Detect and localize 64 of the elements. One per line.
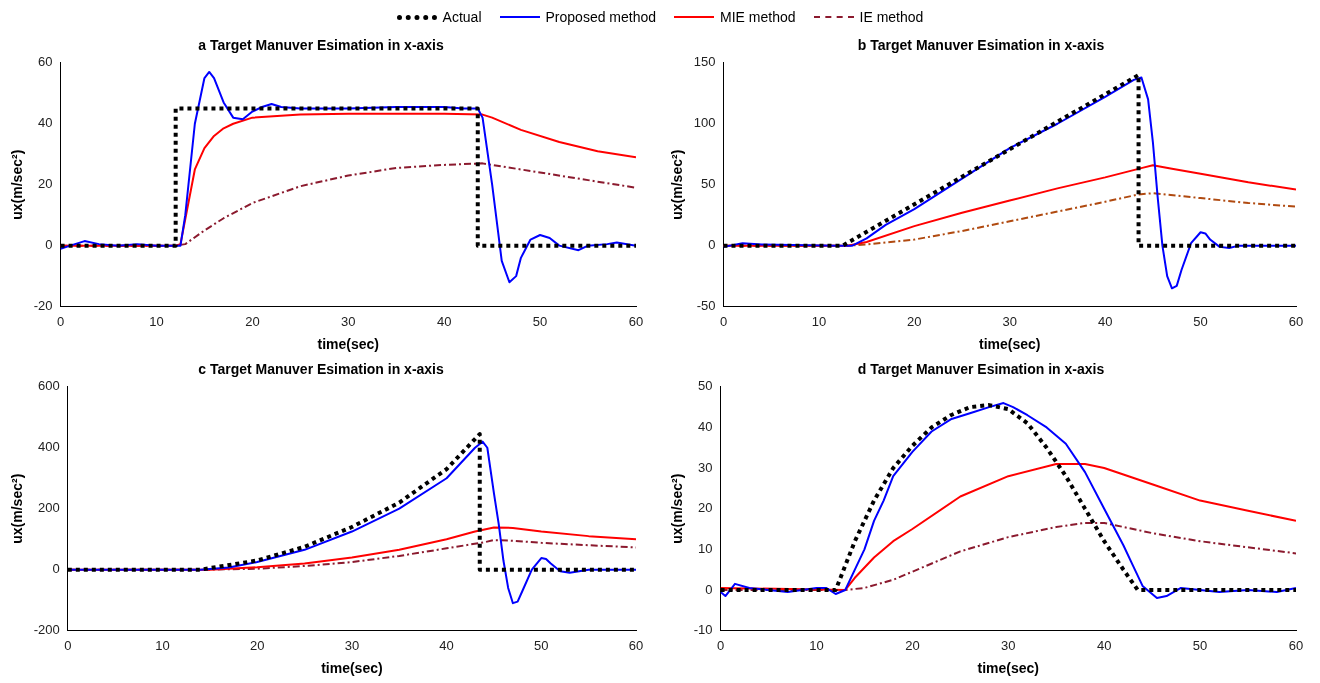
y-tick-label: 50 — [701, 176, 716, 192]
y-tick-label: 20 — [38, 176, 53, 192]
x-tick-label: 40 — [1097, 313, 1113, 329]
y-tick-label: 600 — [38, 378, 60, 394]
x-tick-label: 60 — [1288, 313, 1304, 329]
y-tick-label: 0 — [705, 581, 713, 597]
y-tick-label: 60 — [38, 54, 53, 70]
y-tick-label: 400 — [38, 439, 60, 455]
y-tick-label: 100 — [693, 115, 716, 131]
x-tick-label: 10 — [811, 313, 827, 329]
x-tick-label: 30 — [1002, 313, 1017, 329]
y-axis-title: ux(m/sec²) — [669, 149, 686, 220]
y-tick-label: -10 — [693, 622, 713, 638]
x-tick-label: 20 — [249, 637, 265, 653]
x-axis-title: time(sec) — [321, 660, 383, 677]
x-tick-label: 30 — [344, 637, 360, 653]
x-tick-label: 30 — [341, 313, 356, 329]
y-tick-label: 40 — [698, 419, 713, 435]
y-tick-label: 0 — [708, 237, 716, 253]
y-axis-title: ux(m/sec²) — [669, 473, 686, 544]
x-tick-label: 50 — [534, 637, 549, 653]
y-tick-label: 20 — [698, 500, 713, 516]
x-tick-label: 60 — [628, 637, 644, 653]
legend-label: IE method — [859, 9, 924, 25]
x-tick-label: 40 — [439, 637, 454, 653]
x-tick-label: 10 — [155, 637, 170, 653]
y-axis-title: ux(m/sec²) — [9, 473, 26, 544]
x-tick-label: 30 — [1001, 637, 1016, 653]
x-tick-label: 20 — [907, 313, 922, 329]
chart-title: b Target Manuver Esimation in x-axis — [857, 37, 1105, 54]
chart-title: c Target Manuver Esimation in x-axis — [198, 361, 444, 378]
x-tick-label: 0 — [64, 637, 72, 653]
x-axis-title: time(sec) — [317, 336, 380, 353]
y-tick-label: -50 — [696, 298, 716, 314]
y-tick-label: 30 — [698, 459, 713, 475]
x-tick-label: 60 — [1288, 637, 1304, 653]
y-tick-label: 0 — [52, 561, 60, 577]
x-tick-label: 40 — [1096, 637, 1112, 653]
x-tick-label: 10 — [809, 637, 824, 653]
x-tick-label: 20 — [245, 313, 260, 329]
legend-label: Proposed method — [545, 9, 657, 25]
y-tick-label: 0 — [45, 237, 53, 253]
y-tick-label: -20 — [33, 298, 53, 314]
x-axis-title: time(sec) — [977, 660, 1040, 677]
y-tick-label: 50 — [698, 378, 713, 394]
x-tick-label: 50 — [1192, 637, 1208, 653]
y-tick-label: -200 — [33, 622, 60, 638]
x-tick-label: 40 — [436, 313, 452, 329]
y-tick-label: 150 — [693, 54, 716, 70]
chart-title: d Target Manuver Esimation in x-axis — [857, 361, 1105, 378]
y-axis-title: ux(m/sec²) — [9, 149, 26, 220]
y-tick-label: 10 — [698, 540, 713, 556]
legend-label: MIE method — [720, 9, 796, 25]
y-tick-label: 200 — [38, 500, 60, 516]
x-tick-label: 20 — [905, 637, 920, 653]
x-tick-label: 50 — [532, 313, 548, 329]
legend-label: Actual — [442, 9, 482, 25]
x-tick-label: 0 — [719, 313, 728, 329]
chart-title: a Target Manuver Esimation in x-axis — [198, 37, 444, 54]
y-tick-label: 40 — [38, 115, 53, 131]
x-tick-label: 50 — [1193, 313, 1208, 329]
x-axis-title: time(sec) — [979, 336, 1041, 353]
x-tick-label: 60 — [628, 313, 644, 329]
x-tick-label: 10 — [149, 313, 164, 329]
